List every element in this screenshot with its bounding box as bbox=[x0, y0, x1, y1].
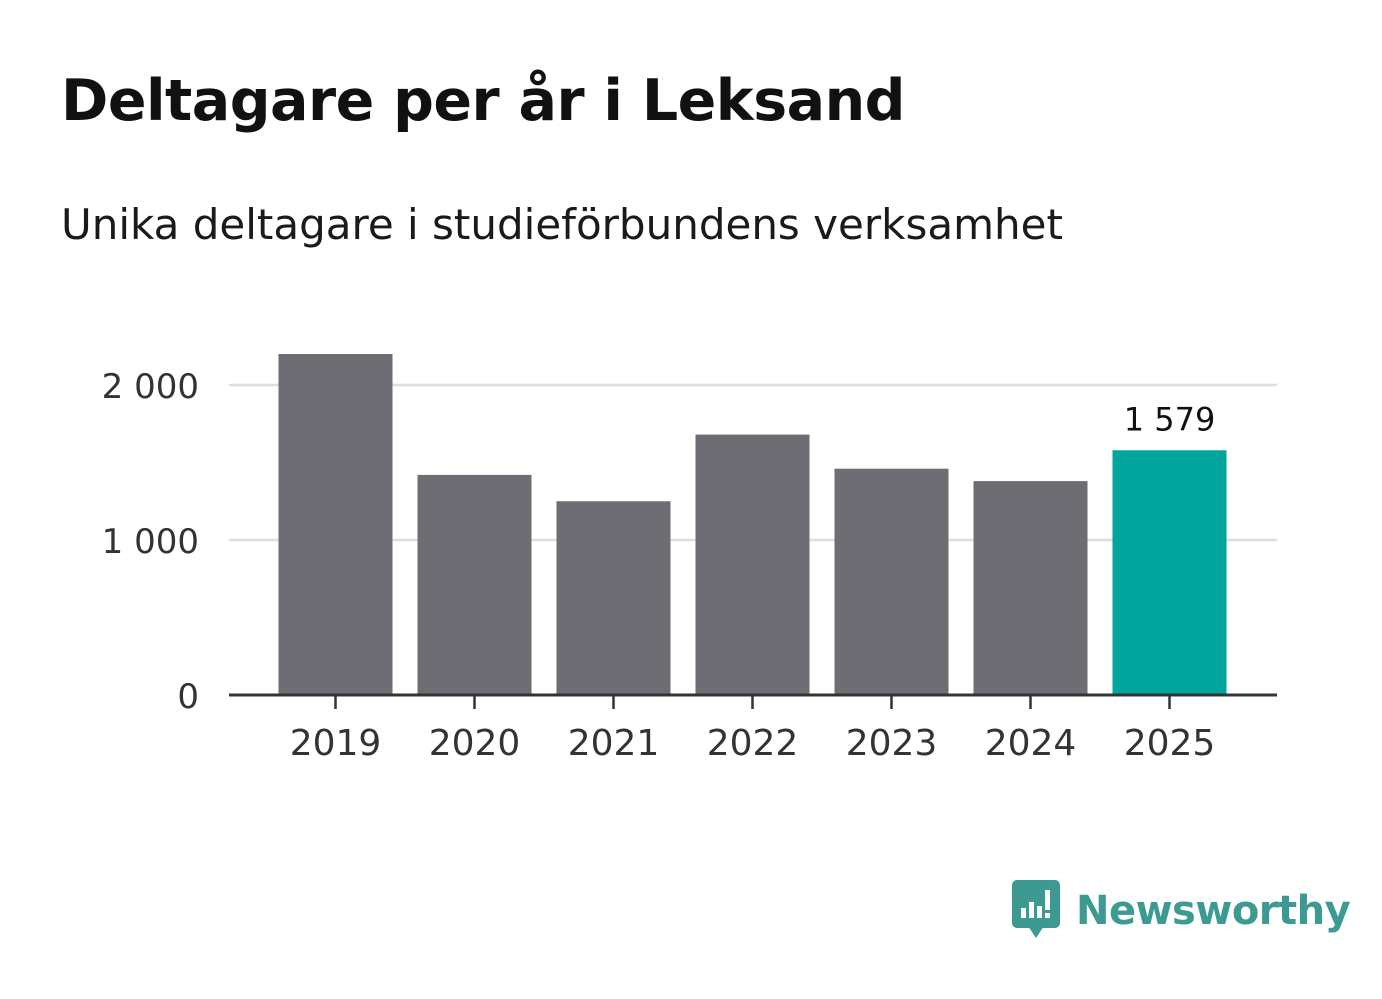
brand-logo: Newsworthy bbox=[1010, 878, 1351, 944]
labels: 0 1 000 2 000 2019 2020 2021 2022 2023 2024 2025 1… bbox=[102, 367, 1216, 764]
bar-2025 bbox=[1112, 450, 1227, 695]
chart-title: Deltagare per år i Leksand bbox=[61, 68, 905, 134]
newsworthy-logo-icon bbox=[1010, 878, 1062, 944]
bar-2023 bbox=[834, 468, 949, 695]
bar-2020 bbox=[417, 474, 532, 695]
y-tick-label: 2 000 bbox=[102, 367, 199, 407]
y-tick-label: 1 000 bbox=[102, 522, 199, 562]
y-tick-label: 0 bbox=[177, 677, 199, 717]
x-tick-label: 2024 bbox=[985, 723, 1077, 764]
x-axis bbox=[229, 693, 1277, 709]
bar-2021 bbox=[556, 501, 671, 695]
x-tick-label: 2021 bbox=[568, 723, 660, 764]
brand-name: Newsworthy bbox=[1076, 888, 1351, 934]
bar-2024 bbox=[973, 481, 1088, 695]
x-tick-label: 2023 bbox=[846, 723, 938, 764]
bar-2022 bbox=[695, 434, 810, 695]
bars bbox=[278, 354, 1227, 695]
x-tick-label: 2025 bbox=[1124, 723, 1216, 764]
bar-2019 bbox=[278, 354, 393, 695]
x-tick-label: 2019 bbox=[290, 723, 382, 764]
data-label: 1 579 bbox=[1124, 400, 1216, 438]
chart-subtitle: Unika deltagare i studieförbundens verks… bbox=[61, 200, 1063, 249]
x-tick-label: 2022 bbox=[707, 723, 799, 764]
x-tick-label: 2020 bbox=[429, 723, 521, 764]
